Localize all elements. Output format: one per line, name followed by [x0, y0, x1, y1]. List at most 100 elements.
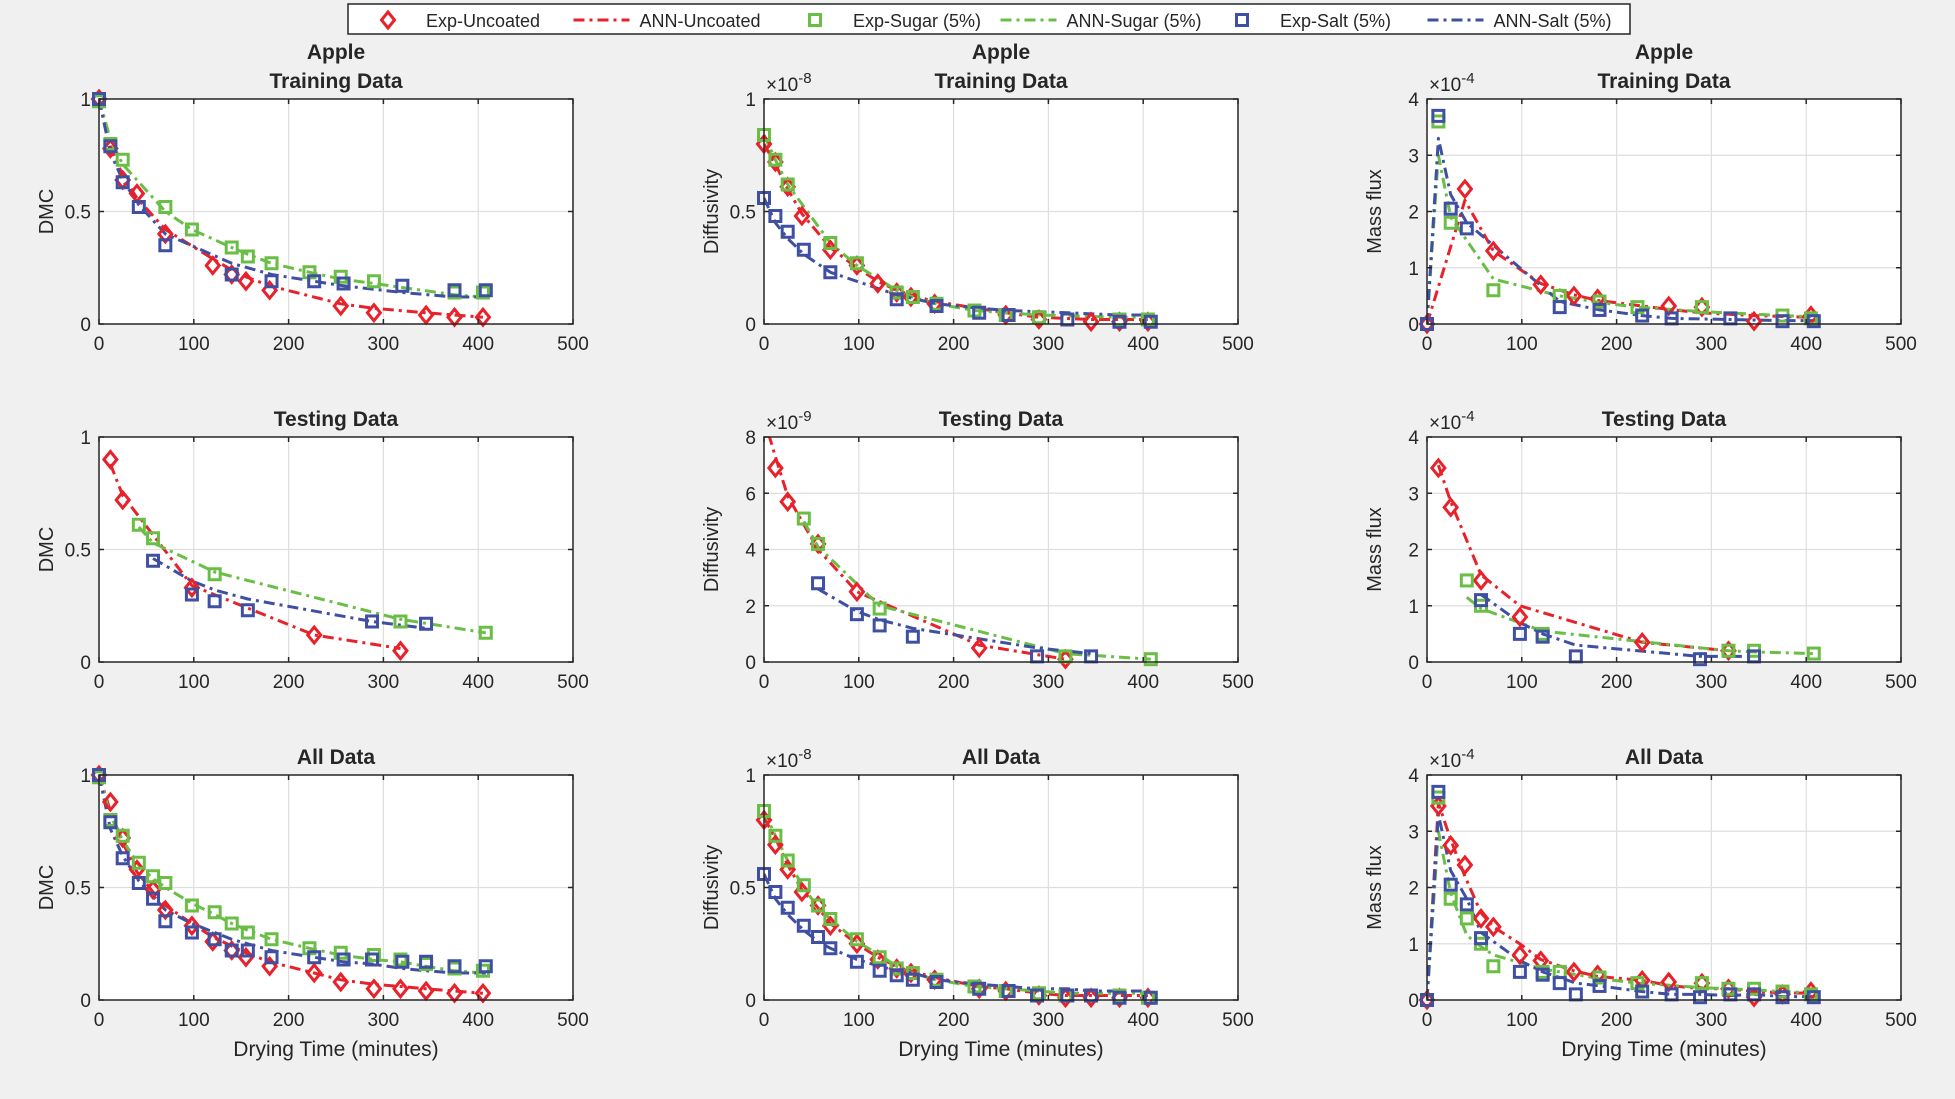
- x-tick-label: 0: [759, 672, 770, 693]
- series-line-salt: [1427, 136, 1814, 324]
- y-tick-label: 0.5: [730, 203, 756, 224]
- x-tick-label: 500: [1222, 672, 1254, 693]
- data-point-sugar: [1806, 646, 1821, 661]
- y-axis-label: Mass flux: [1364, 169, 1386, 253]
- y-tick-label: 4: [745, 541, 756, 562]
- data-point-uncoated: [1456, 178, 1474, 200]
- subplot: 0 100 200 300 400 500 0 0.5 1 DMC All Data Drying T…: [36, 746, 589, 1061]
- data-point-salt: [1592, 302, 1607, 317]
- y-tick-label: 1: [745, 90, 756, 111]
- subplot: 0 100 200 300 400 500 0 0.5 1 DMC Testing Data: [36, 408, 589, 693]
- chart-subtitle: All Data: [962, 746, 1041, 769]
- y-exponent-power: -4: [1461, 746, 1474, 763]
- data-point-salt: [224, 943, 239, 958]
- series-line-sugar: [137, 525, 487, 635]
- data-point-salt: [478, 283, 493, 298]
- data-point-uncoated: [144, 879, 162, 901]
- data-point-sugar: [1143, 652, 1158, 667]
- chart-title: Apple: [972, 41, 1030, 64]
- x-tick-label: 300: [1696, 1010, 1728, 1031]
- x-tick-label: 300: [1696, 334, 1728, 355]
- legend-label: ANN-Uncoated: [640, 11, 761, 31]
- data-point-uncoated: [1565, 961, 1583, 983]
- x-axis-label: Drying Time (minutes): [898, 1038, 1103, 1061]
- data-point-sugar: [780, 853, 795, 868]
- x-tick-label: 0: [759, 1010, 770, 1031]
- data-point-sugar: [207, 567, 222, 582]
- data-point-salt: [1775, 314, 1790, 329]
- data-point-uncoated: [474, 306, 492, 328]
- data-point-uncoated: [392, 640, 409, 662]
- data-point-salt: [1592, 978, 1607, 993]
- data-point-sugar: [240, 925, 255, 940]
- data-point-salt: [1474, 593, 1489, 608]
- y-tick-label: 1: [80, 766, 91, 787]
- data-point-uncoated: [1472, 908, 1490, 929]
- series-line-sugar: [1427, 153, 1811, 324]
- series-line-uncoated: [1436, 464, 1729, 653]
- data-point-sugar: [478, 625, 493, 640]
- data-point-sugar: [1486, 959, 1501, 974]
- data-point-sugar: [146, 531, 161, 546]
- data-point-salt: [849, 607, 864, 622]
- data-point-uncoated: [156, 223, 174, 245]
- x-tick-label: 0: [1422, 672, 1433, 693]
- data-point-salt: [1443, 201, 1458, 216]
- series-line-sugar: [764, 134, 1148, 319]
- data-point-salt: [478, 959, 493, 974]
- subplot: 0 100 200 300 400 500 0 0.5 1 ×10-8 Diffusivity All…: [701, 746, 1254, 1061]
- data-point-salt: [811, 930, 826, 944]
- data-point-uncoated: [1532, 274, 1550, 296]
- x-tick-label: 300: [1033, 1010, 1065, 1031]
- data-point-salt: [1552, 300, 1567, 315]
- data-point-salt: [929, 299, 944, 313]
- data-point-sugar: [131, 855, 146, 870]
- data-point-uncoated: [101, 449, 119, 470]
- data-point-salt: [780, 224, 795, 239]
- x-tick-label: 100: [1506, 334, 1538, 355]
- data-point-sugar: [849, 932, 864, 947]
- y-tick-label: 6: [745, 484, 756, 505]
- y-tick-label: 2: [1408, 541, 1419, 562]
- data-point-salt: [158, 238, 173, 253]
- data-point-salt: [1060, 312, 1075, 327]
- x-tick-label: 500: [1885, 1010, 1917, 1031]
- data-point-uncoated: [305, 624, 323, 646]
- x-tick-label: 0: [759, 334, 770, 355]
- subplot: 0 100 200 300 400 500 0 0.5 1 DMC Apple Training Da…: [36, 41, 589, 355]
- y-tick-label: 0.5: [65, 879, 91, 900]
- y-exponent-label: ×10-4: [1429, 408, 1475, 434]
- x-tick-label: 100: [843, 1010, 875, 1031]
- y-exponent-label: ×10-4: [1429, 70, 1475, 96]
- data-point-uncoated: [417, 304, 435, 326]
- x-tick-label: 500: [557, 334, 589, 355]
- data-point-salt: [1431, 108, 1446, 123]
- series-line-salt: [1427, 812, 1814, 1000]
- x-tick-label: 500: [557, 672, 589, 693]
- y-tick-label: 0: [80, 315, 91, 336]
- data-point-sugar: [115, 828, 130, 843]
- data-point-salt: [395, 954, 410, 969]
- data-point-uncoated: [1472, 570, 1490, 591]
- data-point-sugar: [366, 274, 381, 289]
- x-tick-label: 100: [1506, 1010, 1538, 1031]
- data-point-sugar: [1140, 312, 1155, 327]
- y-tick-label: 1: [80, 90, 91, 111]
- data-point-salt: [972, 305, 987, 320]
- y-axis-label: Diffusivity: [701, 507, 723, 592]
- data-point-uncoated: [305, 962, 323, 984]
- series-line-salt: [99, 775, 486, 975]
- chart-subtitle: Testing Data: [939, 408, 1064, 431]
- data-point-salt: [240, 603, 255, 618]
- x-tick-label: 400: [1790, 1010, 1822, 1031]
- data-point-uncoated: [365, 302, 383, 324]
- data-point-sugar: [1694, 976, 1709, 991]
- chart-subtitle: Testing Data: [1602, 408, 1727, 431]
- x-tick-label: 100: [1506, 672, 1538, 693]
- data-point-sugar: [796, 511, 811, 526]
- data-point-salt: [1143, 990, 1158, 1005]
- data-point-salt: [336, 276, 351, 291]
- x-tick-label: 100: [843, 672, 875, 693]
